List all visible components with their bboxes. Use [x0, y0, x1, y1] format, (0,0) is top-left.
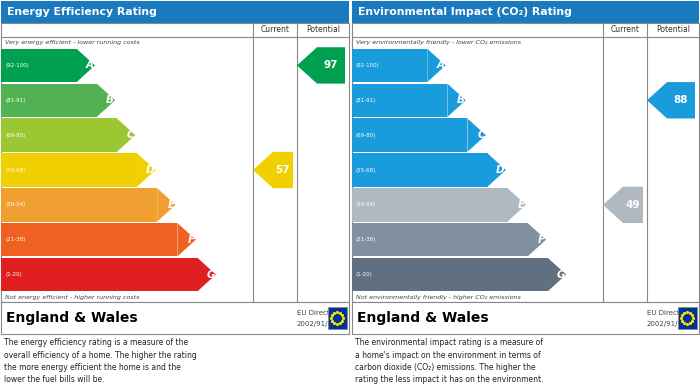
Bar [352, 1, 699, 23]
Text: C: C [127, 130, 134, 140]
Text: Very environmentally friendly - lower CO₂ emissions: Very environmentally friendly - lower CO… [356, 40, 521, 45]
Text: 49: 49 [626, 200, 641, 210]
Text: (55-68): (55-68) [5, 167, 25, 172]
Text: G: G [206, 269, 215, 280]
Text: EU Directive: EU Directive [297, 310, 340, 316]
Text: D: D [496, 165, 505, 175]
Text: (1-20): (1-20) [356, 272, 372, 277]
Text: The environmental impact rating is a measure of
a home's impact on the environme: The environmental impact rating is a mea… [355, 338, 543, 384]
Text: F: F [538, 235, 545, 245]
Text: Current: Current [260, 25, 290, 34]
Text: 57: 57 [276, 165, 290, 175]
Text: Potential: Potential [306, 25, 340, 34]
Bar [678, 307, 696, 329]
Polygon shape [297, 47, 345, 84]
Text: Energy Efficiency Rating: Energy Efficiency Rating [7, 7, 157, 17]
Text: C: C [477, 130, 485, 140]
Polygon shape [197, 258, 216, 291]
Text: (92-100): (92-100) [356, 63, 379, 68]
Text: (1-20): (1-20) [5, 272, 22, 277]
Text: Environmental Impact (CO₂) Rating: Environmental Impact (CO₂) Rating [358, 7, 572, 17]
Polygon shape [548, 258, 566, 291]
Text: E: E [518, 200, 525, 210]
Bar [1, 188, 158, 222]
Text: (92-100): (92-100) [5, 63, 29, 68]
Bar [352, 49, 427, 82]
Polygon shape [97, 84, 115, 117]
Bar [352, 118, 468, 152]
Text: 97: 97 [323, 61, 338, 70]
Polygon shape [253, 152, 293, 188]
Text: Very energy efficient - lower running costs: Very energy efficient - lower running co… [5, 40, 140, 45]
Polygon shape [427, 49, 446, 82]
Bar [352, 223, 528, 256]
Text: (69-80): (69-80) [356, 133, 377, 138]
Text: 2002/91/EC: 2002/91/EC [647, 321, 687, 327]
Polygon shape [647, 82, 695, 118]
Polygon shape [468, 118, 486, 152]
Text: The energy efficiency rating is a measure of the
overall efficiency of a home. T: The energy efficiency rating is a measur… [4, 338, 197, 384]
Text: F: F [188, 235, 195, 245]
Polygon shape [508, 188, 526, 222]
Text: D: D [146, 165, 155, 175]
Bar [1, 84, 97, 117]
Text: (21-38): (21-38) [356, 237, 377, 242]
Bar [1, 49, 76, 82]
Bar [1, 302, 349, 334]
Polygon shape [177, 223, 196, 256]
Polygon shape [137, 153, 155, 187]
Text: B: B [457, 95, 465, 105]
Text: England & Wales: England & Wales [357, 311, 489, 325]
Bar [352, 302, 699, 334]
Text: (69-80): (69-80) [5, 133, 25, 138]
Text: G: G [556, 269, 565, 280]
Bar [1, 153, 137, 187]
Text: 2002/91/EC: 2002/91/EC [297, 321, 337, 327]
Text: (21-38): (21-38) [5, 237, 25, 242]
Text: Potential: Potential [656, 25, 690, 34]
Bar [352, 258, 548, 291]
Text: 88: 88 [673, 95, 688, 105]
Polygon shape [76, 49, 95, 82]
Bar [1, 258, 197, 291]
Text: Not environmentally friendly - higher CO₂ emissions: Not environmentally friendly - higher CO… [356, 294, 521, 300]
Text: Not energy efficient - higher running costs: Not energy efficient - higher running co… [5, 294, 139, 300]
Bar [352, 153, 487, 187]
Text: (55-68): (55-68) [356, 167, 377, 172]
Text: EU Directive: EU Directive [647, 310, 690, 316]
Text: B: B [106, 95, 114, 105]
Text: E: E [167, 200, 174, 210]
Polygon shape [528, 223, 546, 256]
Polygon shape [487, 153, 506, 187]
Text: A: A [86, 61, 94, 70]
Text: A: A [437, 61, 444, 70]
Bar [352, 188, 508, 222]
Polygon shape [603, 187, 643, 223]
Bar [328, 307, 346, 329]
Polygon shape [447, 84, 466, 117]
Polygon shape [158, 188, 176, 222]
Bar [352, 84, 447, 117]
Bar [1, 118, 117, 152]
Bar [352, 23, 699, 302]
Text: (81-91): (81-91) [5, 98, 25, 103]
Polygon shape [117, 118, 135, 152]
Bar [1, 23, 349, 302]
Text: (39-54): (39-54) [5, 203, 25, 207]
Text: England & Wales: England & Wales [6, 311, 138, 325]
Text: (39-54): (39-54) [356, 203, 377, 207]
Text: (81-91): (81-91) [356, 98, 377, 103]
Bar [1, 223, 177, 256]
Bar [1, 1, 349, 23]
Text: Current: Current [610, 25, 640, 34]
